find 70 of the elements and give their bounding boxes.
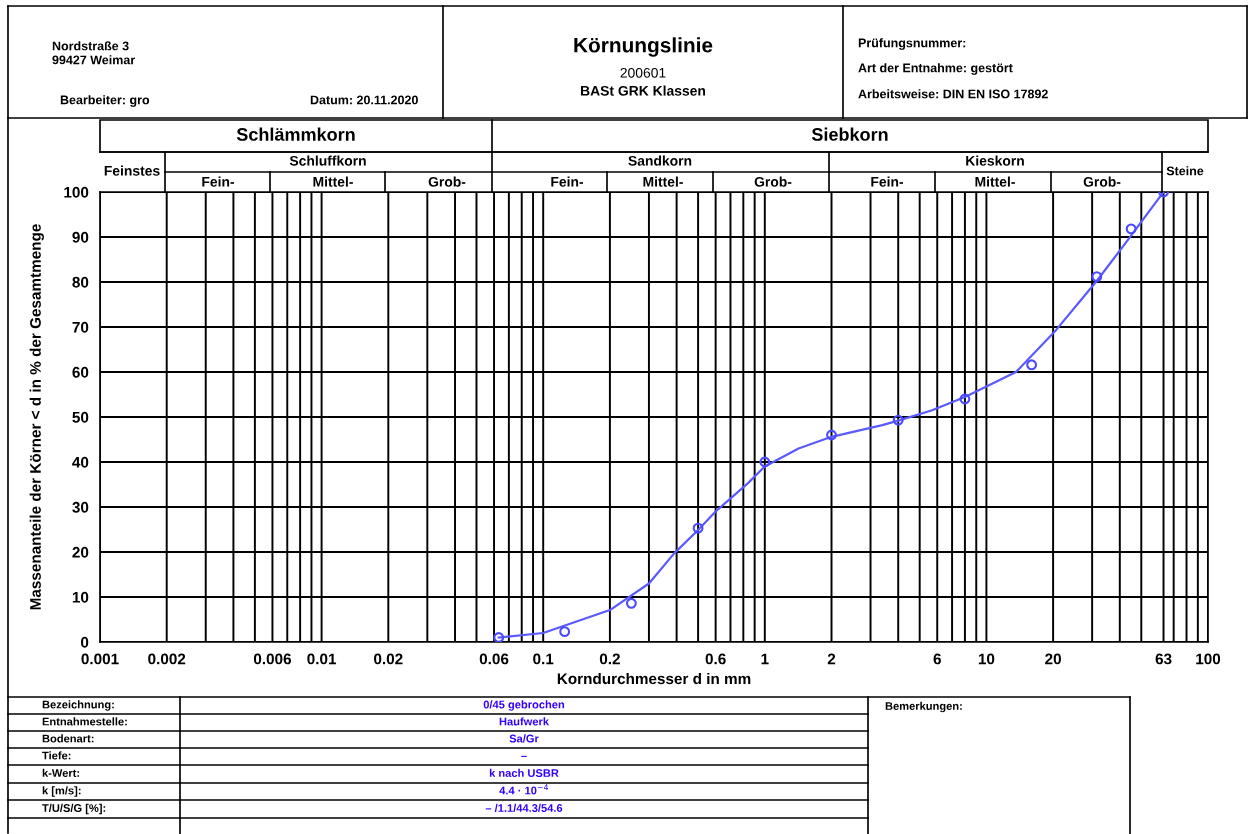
x-tick-label: 0.01: [307, 653, 337, 665]
text: Fein-: [551, 176, 584, 187]
y-tick-label: 30: [72, 501, 89, 513]
x-tick-label: 6: [933, 653, 941, 665]
text: 99427 Weimar: [52, 55, 135, 65]
text: BASt GRK Klassen: [581, 85, 706, 96]
text: Schluffkorn: [289, 155, 366, 166]
text: Datum: 20.11.2020: [310, 95, 418, 105]
text: Kieskorn: [966, 155, 1024, 166]
y-tick-label: 80: [72, 276, 89, 288]
text: Mittel-: [313, 176, 353, 187]
y-tick-label: 60: [72, 366, 89, 378]
x-tick-label: 0.06: [479, 653, 509, 665]
chart-subtitle: 200601: [620, 67, 666, 78]
text: Haufwerk: [499, 717, 550, 726]
x-tick-label: 0.02: [374, 653, 403, 665]
x-tick-label: 0.002: [148, 653, 186, 665]
text: k-Wert:: [42, 768, 80, 777]
x-tick-label: 0.2: [599, 653, 620, 665]
text: Sa/Gr: [509, 734, 539, 743]
text: Siebkorn: [811, 127, 888, 141]
x-tick-label: 20: [1045, 653, 1061, 665]
y-tick-label: 0: [81, 636, 89, 648]
text: –: [521, 755, 527, 757]
text: Grob-: [1083, 176, 1121, 187]
x-tick-label: 0.001: [81, 653, 119, 665]
y-tick-label: 20: [72, 546, 89, 558]
text: Prüfungsnummer:: [858, 38, 966, 50]
y-tick-label: 40: [72, 456, 89, 468]
text: Bearbeiter: gro: [60, 95, 150, 107]
text: Mittel-: [643, 176, 683, 187]
text: Art der Entnahme: gestört: [858, 63, 1013, 75]
x-tick-label: 63: [1155, 653, 1172, 665]
x-tick-label: 1: [761, 653, 769, 665]
text: Fein-: [202, 176, 235, 187]
text: Nordstraße 3: [52, 41, 129, 51]
text: 0/45 gebrochen: [483, 700, 565, 711]
text: – /1.1/44.3/54.6: [485, 803, 563, 813]
text: Feinstes: [104, 165, 160, 176]
text: k [m/s]:: [42, 786, 81, 797]
text: Tiefe:: [42, 751, 71, 760]
text: k nach USBR: [489, 768, 559, 777]
text: Bemerkungen:: [885, 701, 962, 713]
y-tick-label: 10: [72, 591, 89, 603]
x-tick-label: 2: [827, 653, 836, 665]
x-tick-label: 10: [978, 653, 995, 665]
text: Entnahmestelle:: [42, 717, 127, 726]
text: Steine: [1166, 166, 1204, 176]
text: Grob-: [428, 176, 466, 187]
y-axis-title: Massenanteile der Körner < d in % der Gesamtmenge: [29, 224, 44, 610]
text: 4.4 · 10$^{−4}$: [499, 784, 549, 795]
y-tick-label: 90: [72, 231, 89, 243]
y-tick-label: 100: [64, 186, 89, 198]
text: Bezeichnung:: [42, 700, 114, 711]
text: Fein-: [871, 176, 904, 187]
text: Sandkorn: [628, 155, 692, 166]
x-tick-label: 0.6: [705, 653, 726, 665]
x-axis-title: Korndurchmesser d in mm: [557, 672, 751, 685]
text: Bodenart:: [42, 734, 94, 743]
x-tick-label: 0.006: [253, 653, 291, 665]
text: Mittel-: [975, 176, 1015, 187]
text: Arbeitsweise: DIN EN ISO 17892: [858, 89, 1048, 99]
text: T/U/S/G [%]:: [42, 803, 106, 815]
x-tick-label: 100: [1196, 653, 1221, 665]
text: Grob-: [754, 176, 792, 187]
chart-title: Körnungslinie: [574, 37, 713, 57]
y-tick-label: 50: [72, 411, 89, 423]
text: Schlämmkorn: [236, 127, 355, 141]
y-tick-label: 70: [72, 321, 89, 333]
x-tick-label: 0.1: [533, 653, 554, 665]
